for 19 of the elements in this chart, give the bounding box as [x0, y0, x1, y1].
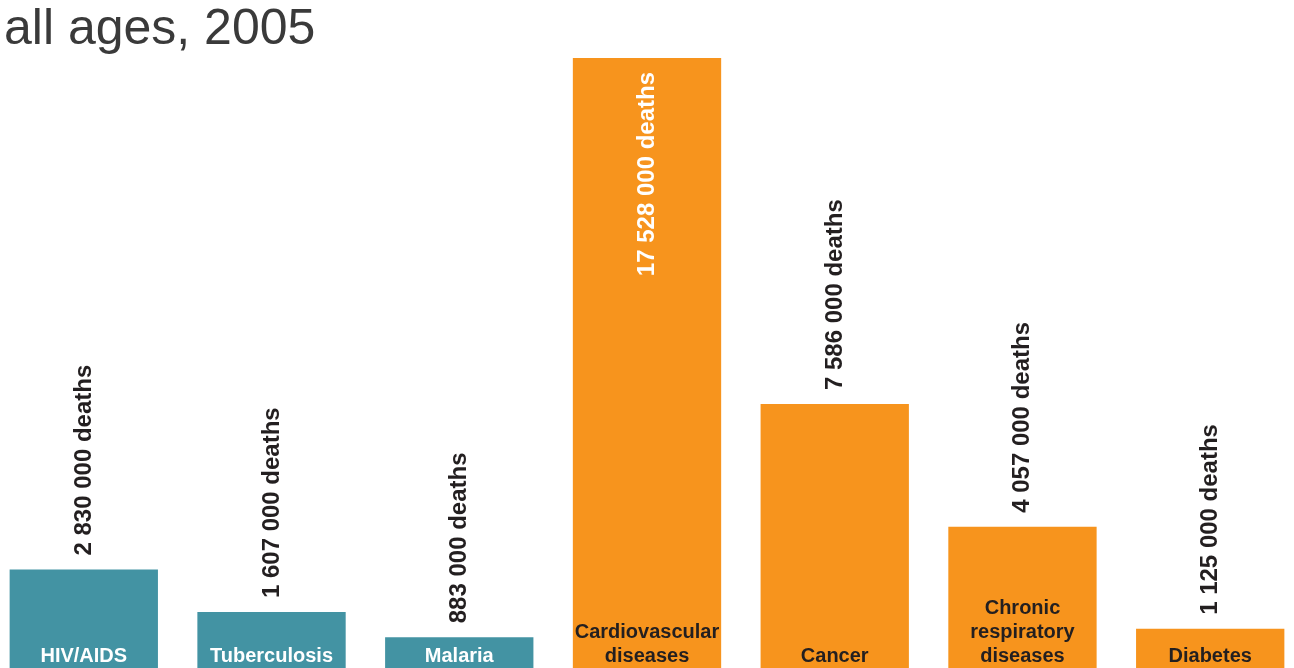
bar	[572, 58, 722, 668]
bar	[948, 526, 1097, 668]
data-label: 1 125 000 deaths	[1195, 424, 1223, 615]
chart-title: all ages, 2005	[4, 0, 316, 55]
data-label: 17 528 000 deaths	[632, 72, 659, 277]
x-tick-label: Diabetes	[1168, 644, 1252, 666]
bar	[9, 569, 158, 668]
bar	[760, 404, 909, 668]
data-label: 2 830 000 deaths	[68, 364, 96, 556]
x-tick-label: Tuberculosis	[210, 644, 334, 666]
data-label: 4 057 000 deaths	[1007, 322, 1035, 513]
data-label: 7 586 000 deaths	[819, 199, 847, 390]
x-tick-label: Malaria	[424, 644, 495, 666]
x-tick-label: Cancer	[800, 644, 869, 666]
x-tick-label: HIV/AIDS	[40, 644, 128, 666]
data-label: 1 607 000 deaths	[256, 407, 284, 599]
category-label: Cardiovascular diseases	[574, 620, 720, 666]
data-label: 883 000 deaths	[444, 452, 472, 624]
category-label: Chronic respiratory diseases	[970, 596, 1075, 666]
